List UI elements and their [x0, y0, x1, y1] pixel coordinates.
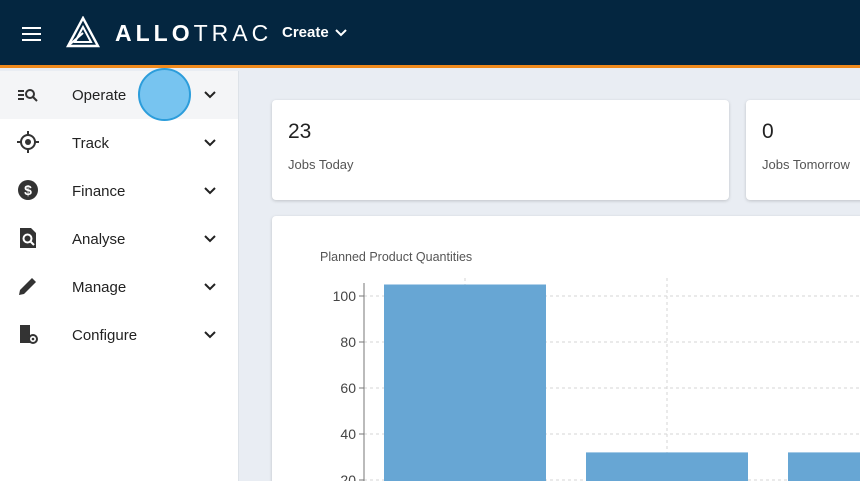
- chevron-down-icon[interactable]: [202, 279, 218, 295]
- sidebar-item-label: Operate: [72, 86, 127, 104]
- chevron-down-icon[interactable]: [202, 327, 218, 343]
- stat-label: Jobs Today: [288, 157, 354, 172]
- create-menu-label: Create: [282, 24, 329, 41]
- chevron-down-icon[interactable]: [202, 231, 218, 247]
- top-navbar: ALLOTRAC Create: [0, 0, 860, 68]
- allotrac-logo-icon: [66, 16, 100, 48]
- stat-label: Jobs Tomorrow: [762, 157, 850, 172]
- sidebar-item-analyse[interactable]: Analyse: [0, 215, 238, 263]
- chevron-down-icon[interactable]: [202, 183, 218, 199]
- stat-value: 23: [288, 120, 312, 143]
- y-tick-label: 80: [340, 334, 356, 350]
- y-tick-label: 60: [340, 380, 356, 396]
- chevron-down-icon[interactable]: [202, 87, 218, 103]
- brand-name: ALLOTRAC: [115, 20, 272, 47]
- stat-card-jobs-tomorrow[interactable]: 0 Jobs Tomorrow: [746, 100, 860, 200]
- sidebar-item-track[interactable]: Track: [0, 119, 238, 167]
- sidebar-item-label: Configure: [72, 326, 138, 344]
- sidebar-item-configure[interactable]: Configure: [0, 311, 238, 359]
- building-gear-icon: [20, 325, 38, 344]
- y-tick-label: 40: [340, 426, 356, 442]
- chart-card: Planned Product Quantities 20 40 60 80 100: [272, 216, 860, 481]
- chart-bar: [384, 284, 546, 481]
- operate-search-icon: [18, 89, 38, 102]
- sidebar-item-operate[interactable]: Operate: [0, 71, 238, 119]
- chevron-down-icon: [334, 28, 347, 36]
- sidebar-item-label: Track: [72, 134, 109, 152]
- chevron-down-icon[interactable]: [202, 135, 218, 151]
- chart-bar: [788, 452, 860, 481]
- stat-card-jobs-today[interactable]: 23 Jobs Today: [272, 100, 729, 200]
- create-menu-button[interactable]: Create: [282, 24, 347, 41]
- sidebar-item-finance[interactable]: $ Finance: [0, 167, 238, 215]
- y-tick-label: 20: [340, 472, 356, 481]
- sidebar-item-label: Finance: [72, 182, 126, 200]
- chart-bar: [586, 452, 748, 481]
- sidebar: Operate Track $ Finance Analyse Manage: [0, 71, 239, 481]
- pencil-icon: [19, 278, 36, 295]
- sidebar-item-manage[interactable]: Manage: [0, 263, 238, 311]
- crosshair-icon: [17, 131, 39, 153]
- brand-name-light: TRAC: [193, 20, 273, 46]
- sidebar-item-label: Manage: [72, 278, 127, 296]
- document-search-icon: [20, 228, 36, 248]
- y-tick-label: 100: [333, 288, 357, 304]
- svg-text:$: $: [24, 182, 32, 198]
- hamburger-menu-icon[interactable]: [22, 27, 41, 41]
- sidebar-item-label: Analyse: [72, 230, 126, 248]
- brand-name-bold: ALLO: [115, 20, 194, 46]
- bar-chart: 20 40 60 80 100: [333, 278, 860, 481]
- click-indicator: [138, 68, 191, 121]
- dollar-icon: $: [18, 180, 38, 200]
- stat-value: 0: [762, 120, 774, 143]
- chart-title: Planned Product Quantities: [320, 250, 473, 264]
